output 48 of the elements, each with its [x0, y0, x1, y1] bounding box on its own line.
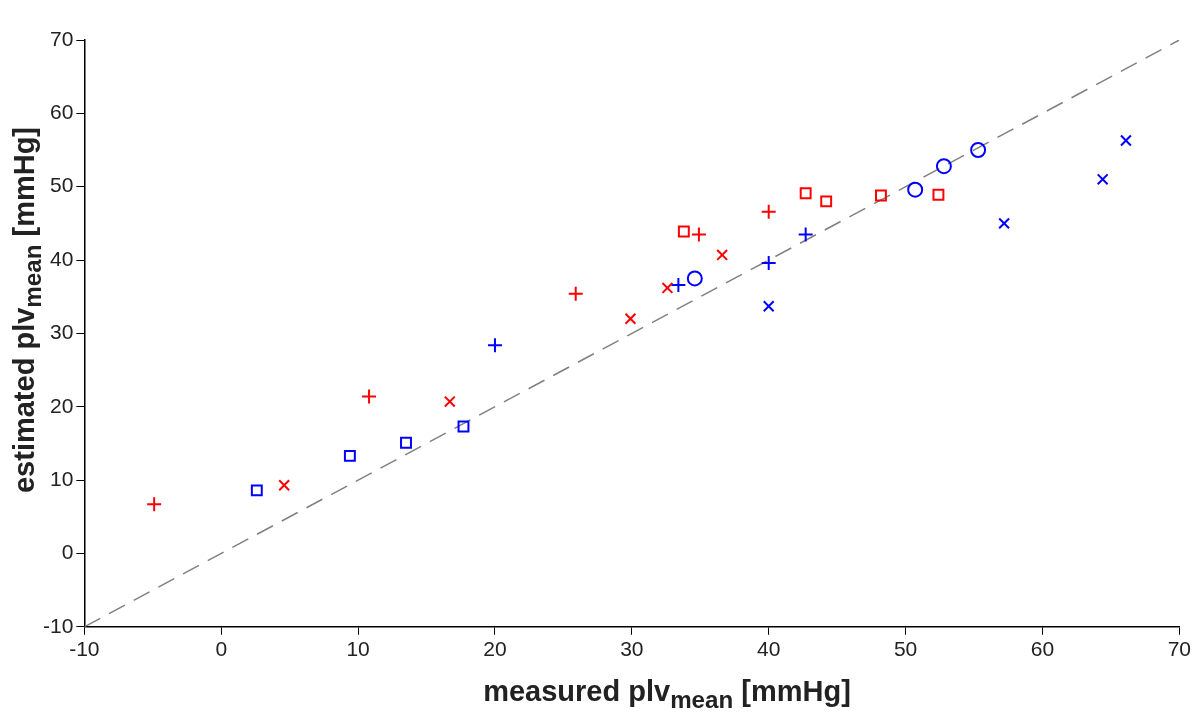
point [874, 189, 887, 202]
y-tick-label: 60 [49, 100, 74, 124]
point [486, 337, 503, 354]
point [1096, 173, 1109, 186]
y-tick-label: -10 [42, 613, 74, 637]
point [690, 226, 707, 243]
x-tick-label: 50 [893, 637, 918, 661]
point [146, 496, 163, 513]
point [820, 195, 833, 208]
x-tick-label: 70 [1167, 637, 1191, 661]
x-tick-label: 0 [215, 637, 228, 661]
y-tick-label: 30 [49, 320, 74, 344]
x-tick-label: 20 [483, 637, 507, 661]
y-tick-label: 40 [49, 246, 74, 270]
point [343, 449, 356, 462]
point [797, 226, 814, 243]
point [970, 142, 987, 159]
point [762, 300, 775, 313]
x-tick-label: -10 [69, 637, 100, 661]
x-axis-title: measured plv$_{mean}$ [mmHg] [482, 675, 852, 714]
point [686, 270, 703, 287]
point [250, 484, 263, 497]
y-tick-label: 10 [49, 466, 74, 490]
y-tick-label: 0 [61, 540, 74, 564]
point [361, 388, 378, 405]
point [1119, 134, 1132, 147]
point [716, 248, 729, 261]
point [624, 312, 637, 325]
point [760, 203, 777, 220]
point [278, 479, 291, 492]
point [799, 187, 812, 200]
point [457, 420, 470, 433]
y-tick-label: 20 [49, 393, 74, 417]
x-tick-label: 60 [1030, 637, 1055, 661]
x-tick-label: 30 [620, 637, 644, 661]
point [907, 181, 924, 198]
point [998, 217, 1011, 230]
x-tick-label: 10 [346, 637, 370, 661]
point [567, 285, 584, 302]
point [932, 188, 945, 201]
point [935, 158, 952, 175]
point [443, 395, 456, 408]
x-tick-label: 40 [757, 637, 781, 661]
y-tick-label: 50 [49, 173, 74, 197]
point [661, 281, 674, 294]
point [400, 436, 412, 449]
point [677, 225, 690, 238]
y-tick-label: 70 [49, 26, 74, 50]
